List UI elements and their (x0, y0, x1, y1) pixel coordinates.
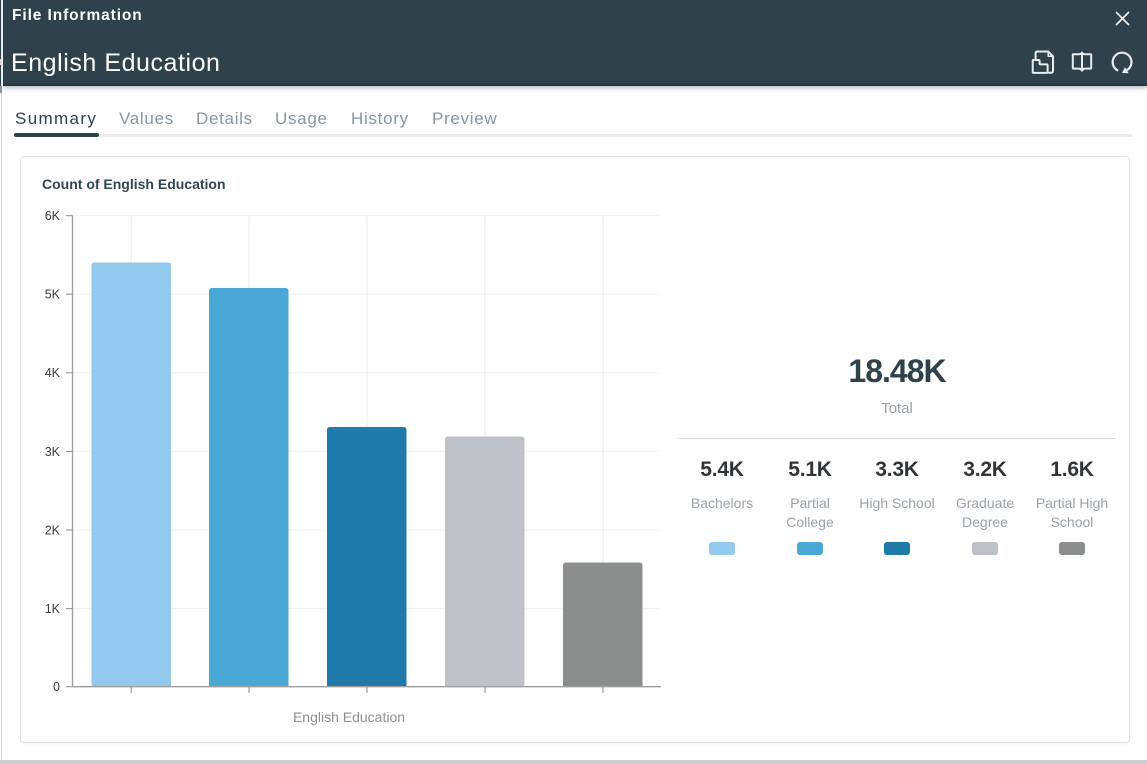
svg-text:4K: 4K (45, 366, 61, 380)
svg-text:3K: 3K (45, 445, 61, 459)
svg-text:5K: 5K (45, 288, 61, 302)
svg-text:2K: 2K (45, 524, 61, 538)
svg-text:6K: 6K (45, 209, 61, 223)
svg-text:0: 0 (53, 680, 60, 694)
svg-text:English Education: English Education (293, 709, 405, 725)
svg-text:1K: 1K (45, 602, 61, 616)
